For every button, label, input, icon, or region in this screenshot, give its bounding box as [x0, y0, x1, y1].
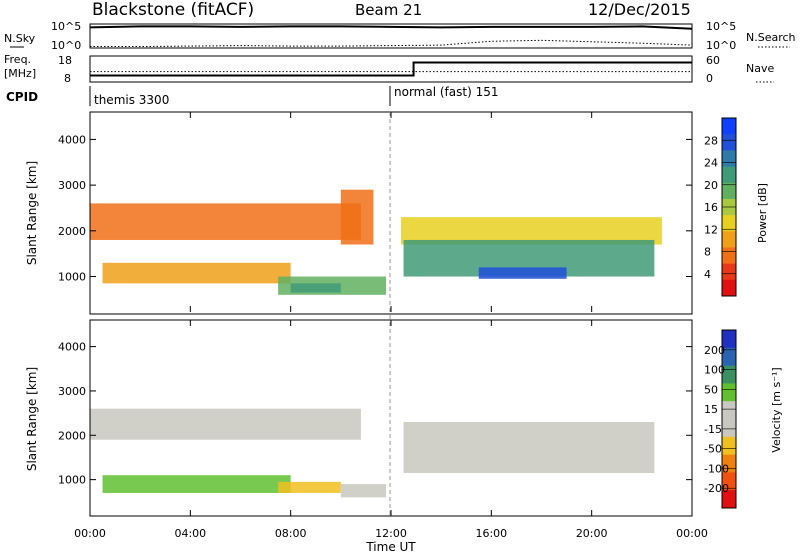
xtick-label: 00:00 [676, 527, 708, 540]
colorbar-tick-label: 24 [704, 157, 718, 170]
ytick-label: 3000 [58, 385, 86, 398]
colorbar-cell [722, 263, 736, 281]
colorbar-cell [722, 472, 736, 491]
cpid-segment-0: themis 3300 [94, 93, 169, 107]
nsky-label: N.Sky [4, 32, 36, 45]
colorbar-tick-label: 16 [704, 201, 718, 214]
colorbar-cell [722, 118, 736, 135]
colorbar-tick-label: 20 [704, 179, 718, 192]
freq-tick-bottom: 8 [64, 72, 71, 85]
scatter-region-1 [102, 262, 291, 284]
xtick-label: 08:00 [275, 527, 307, 540]
colorbar-cell [722, 247, 736, 265]
scatter-region-4 [340, 189, 374, 245]
noise-left-tick-bottom: 10^0 [51, 39, 81, 52]
ytick-label: 3000 [58, 179, 86, 192]
colorbar-tick-label: 200 [704, 344, 725, 357]
colorbar-tick-label: -50 [704, 443, 722, 456]
xtick-label: 16:00 [475, 527, 507, 540]
colorbar-tick-label: 8 [704, 246, 711, 259]
noise-series-nsearch [90, 39, 693, 48]
freq-label: Freq. [4, 53, 31, 66]
scatter-region-0 [90, 203, 361, 240]
ytick-label: 4000 [58, 133, 86, 146]
colorbar-cell [722, 134, 736, 151]
ytick-label: 2000 [58, 225, 86, 238]
cpid-segment-1: normal (fast) 151 [394, 85, 498, 99]
power-colorbar-label: Power [dB] [756, 183, 769, 243]
xtick-label: 04:00 [174, 527, 206, 540]
colorbar-cell [722, 166, 736, 184]
colorbar-tick-label: -200 [704, 482, 729, 495]
colorbar-cell [722, 383, 736, 402]
colorbar-frame [721, 329, 737, 509]
colorbar-tick-label: 28 [704, 134, 718, 147]
scatter-region-0 [90, 408, 361, 440]
colorbar-cell [722, 490, 736, 509]
velocity-ylabel: Slant Range [km] [25, 367, 39, 471]
colorbar-cell [722, 182, 736, 200]
velocity-colorbar-label: Velocity [m s⁻¹] [770, 367, 783, 452]
ytick-label: 2000 [58, 429, 86, 442]
freq-series [90, 61, 692, 77]
colorbar-tick-label: -15 [704, 423, 722, 436]
colorbar-tick-label: -100 [704, 462, 729, 475]
xtick-label: 12:00 [375, 527, 407, 540]
colorbar-cell [722, 215, 736, 232]
noise-panel-frame [89, 23, 693, 49]
colorbar-cell [722, 401, 736, 420]
xtick-label: 00:00 [74, 527, 106, 540]
nave-label: Nave [746, 62, 774, 75]
colorbar-tick-label: 12 [704, 223, 718, 236]
power-data [90, 189, 662, 295]
x-axis-title: Time UT [365, 540, 416, 554]
colorbar-tick-label: 100 [704, 364, 725, 377]
velocity-data [90, 408, 655, 498]
noise-series-nsky [89, 25, 693, 30]
scatter-region-3 [290, 283, 341, 293]
scatter-region-1 [102, 475, 291, 493]
ytick-label: 1000 [58, 271, 86, 284]
freq-tick-top: 18 [58, 54, 72, 67]
colorbar-tick-label: 50 [704, 383, 718, 396]
noise-right-tick-top: 10^5 [706, 20, 736, 33]
station-title: Blackstone (fitACF) [92, 0, 254, 20]
nsearch-label: N.Search [746, 31, 796, 44]
nave-tick-bottom: 0 [706, 72, 713, 85]
colorbar-cell [722, 279, 736, 297]
colorbar-tick-label: 4 [704, 268, 711, 281]
freq-panel-frame [89, 55, 693, 83]
ytick-label: 4000 [58, 341, 86, 354]
noise-left-tick-top: 10^5 [51, 20, 81, 33]
colorbar-cell [722, 347, 736, 367]
nave-tick-top: 60 [706, 54, 720, 67]
colorbar-tick-label: 15 [704, 403, 718, 416]
date-title: 12/Dec/2015 [588, 0, 691, 19]
colorbar-cell [722, 330, 736, 349]
colorbar-cell [722, 436, 736, 456]
scatter-region-4 [403, 421, 655, 473]
xtick-label: 20:00 [576, 527, 608, 540]
ytick-label: 1000 [58, 474, 86, 487]
scatter-region-3 [340, 484, 386, 498]
colorbar-cell [722, 365, 736, 384]
noise-right-tick-bottom: 10^0 [706, 39, 736, 52]
scatter-region-2 [278, 481, 341, 493]
colorbar-cell [722, 150, 736, 168]
power-ylabel: Slant Range [km] [25, 161, 39, 265]
colorbar-cell [722, 419, 736, 438]
beam-title: Beam 21 [355, 1, 422, 19]
colorbar-cell [722, 231, 736, 248]
freq-unit-label: [MHz] [4, 67, 36, 80]
cpid-label: CPID [6, 90, 38, 104]
scatter-region-7 [478, 267, 567, 279]
